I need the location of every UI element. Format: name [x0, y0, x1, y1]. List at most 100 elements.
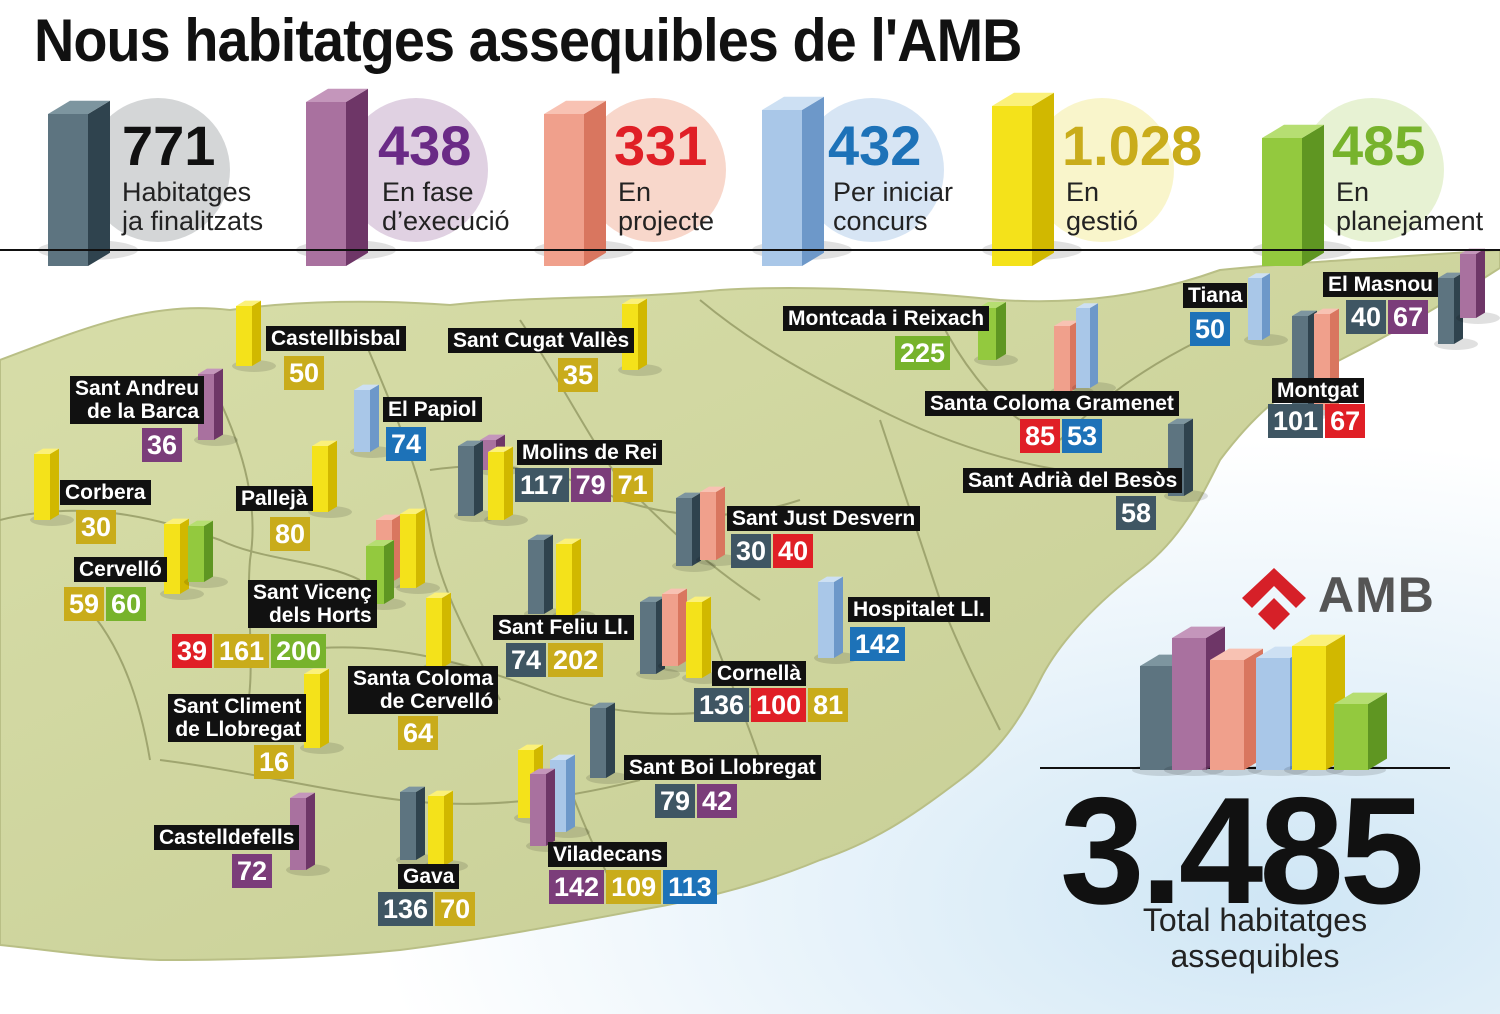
city-values: 58: [1116, 496, 1157, 530]
category-label-iniciar-concurs: Per iniciar concurs: [833, 178, 953, 236]
city-label: Montgat: [1272, 378, 1364, 403]
bar-face: [504, 446, 513, 520]
value-box: 59: [64, 587, 105, 621]
total-label: Total habitatges assequibles: [1100, 902, 1410, 974]
bar-face: [640, 602, 656, 674]
bar-face: [1438, 278, 1454, 344]
city-values: 74 202: [506, 643, 604, 677]
map-bar-finalitzats: [1438, 272, 1463, 344]
label-line: Per iniciar: [833, 177, 954, 207]
value-box: 79: [570, 468, 611, 502]
bar-face: [802, 96, 824, 266]
map-bar-finalitzats: [458, 440, 483, 516]
bar-face: [818, 582, 834, 658]
total-bar-planejament: [1334, 692, 1387, 770]
bar-face: [992, 92, 1054, 106]
bar-face: [488, 446, 513, 452]
category-value-projecte: 331: [614, 114, 708, 177]
bar-face: [48, 114, 88, 266]
city-label: Sant Vicenç dels Horts: [248, 580, 377, 628]
value-box: 58: [1116, 496, 1157, 530]
bar-face: [392, 514, 401, 582]
bar-face: [1210, 660, 1244, 770]
bar-face: [566, 754, 575, 832]
bar-face: [48, 100, 110, 114]
city-values: 80: [270, 517, 311, 551]
bar-face: [550, 754, 575, 760]
bar-face: [416, 786, 425, 860]
bar-face: [700, 486, 725, 492]
city-name: Santa Coloma Gramenet: [930, 392, 1174, 415]
category-label-planejament: En planejament: [1336, 178, 1483, 236]
city-values: 225: [895, 336, 951, 370]
bar-face: [530, 774, 546, 846]
value-box: 142: [549, 870, 605, 904]
city-values: 36: [142, 428, 183, 462]
category-value-gestio: 1.028: [1062, 114, 1203, 177]
category-label-execucio: En fase d’execució: [382, 178, 510, 236]
map-bar-projecte: [1054, 320, 1079, 392]
value-box: 79: [655, 784, 696, 818]
city-label: Hospitalet Ll.: [848, 597, 990, 622]
bar-face: [1248, 278, 1262, 340]
value-box: 136: [694, 688, 750, 722]
bar-face: [354, 390, 370, 452]
bar-face: [444, 790, 453, 866]
category-circle: [1300, 98, 1444, 242]
bar-face: [1438, 272, 1463, 278]
city-values: 136 70: [378, 892, 476, 926]
value-box: 36: [142, 428, 183, 462]
bar-face: [442, 592, 451, 668]
city-name: Montgat: [1277, 379, 1359, 402]
bar-face: [306, 88, 368, 102]
city-values: 117 79 71: [515, 468, 653, 502]
category-bar-projecte: [544, 100, 606, 266]
bar-face: [204, 520, 213, 582]
city-values: 79 42: [655, 784, 738, 818]
map-bar-gestio: [686, 596, 711, 678]
bar-face: [290, 792, 315, 798]
bar-face: [188, 520, 213, 526]
city-values: 30: [76, 510, 117, 544]
city-label: Cervelló: [74, 557, 167, 582]
value-box: 225: [895, 336, 951, 370]
label-line: projecte: [618, 206, 715, 236]
city-values: 30 40: [731, 534, 814, 568]
bar-face: [686, 602, 702, 678]
bar-face: [692, 492, 701, 566]
category-circle: [800, 98, 944, 242]
value-box: 50: [284, 356, 325, 390]
category-label-finalitzats: Habitatges ja finalitzats: [122, 178, 263, 236]
city-name: Castelldefells: [159, 826, 295, 849]
map-bar-iniciar_concurs: [1076, 303, 1098, 388]
bar-face: [1262, 273, 1270, 340]
city-label: Corbera: [60, 480, 151, 505]
value-box: 74: [386, 427, 427, 461]
value-box: 85: [1020, 419, 1061, 453]
city-name: Corbera: [65, 481, 146, 504]
city-name: Sant Adrià del Besòs: [968, 469, 1178, 492]
map-bar-gestio: [426, 592, 451, 668]
bar-face: [426, 598, 442, 668]
bar-face: [584, 100, 606, 266]
value-box: 101: [1268, 404, 1324, 438]
bar-face: [252, 300, 261, 366]
city-label: Molins de Rei: [517, 440, 663, 465]
city-values: 39 161 200: [172, 634, 327, 668]
city-values: 72: [232, 854, 273, 888]
label-line: ja finalitzats: [122, 206, 264, 236]
bar-face: [1172, 638, 1206, 770]
value-box: 16: [254, 745, 295, 779]
label-line: gestió: [1066, 206, 1139, 236]
bar-face: [1090, 303, 1098, 388]
bar-face: [622, 298, 647, 304]
city-name: de la Barca: [86, 400, 200, 423]
bar-face: [376, 514, 401, 520]
bar-face: [188, 526, 204, 582]
bar-face: [474, 440, 483, 516]
category-value-planejament: 485: [1332, 114, 1426, 177]
bar-face: [1292, 646, 1326, 770]
bar-face: [236, 306, 252, 366]
category-bar-gestio: [992, 92, 1054, 266]
label-line: En fase: [382, 177, 474, 207]
